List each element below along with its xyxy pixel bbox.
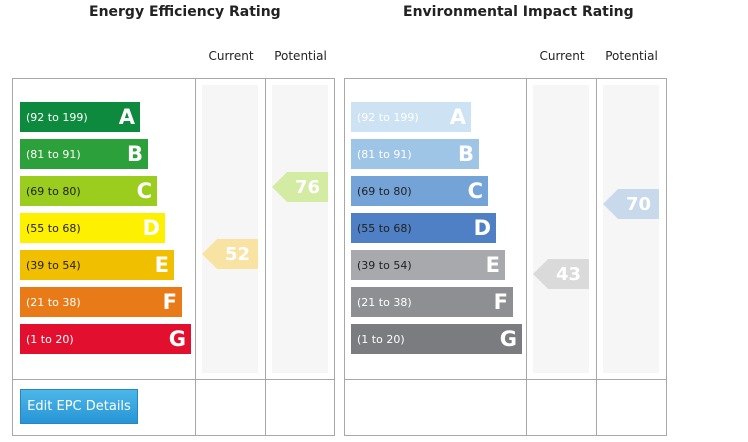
environmental-band-range: (55 to 68) bbox=[357, 221, 412, 235]
environmental-footer-divider bbox=[344, 379, 667, 380]
environmental-band-range: (21 to 38) bbox=[357, 295, 412, 309]
energy-band-e: (39 to 54) E bbox=[20, 250, 174, 280]
energy-band-g: (1 to 20) G bbox=[20, 324, 191, 354]
environmental-band-b: (81 to 91) B bbox=[351, 139, 479, 169]
environmental-current-track bbox=[533, 85, 589, 373]
energy-band-letter: B bbox=[126, 142, 143, 166]
environmental-potential-track bbox=[603, 85, 659, 373]
environmental-potential-header: Potential bbox=[605, 49, 658, 63]
energy-efficiency-title: Energy Efficiency Rating bbox=[89, 4, 281, 20]
energy-band-range: (55 to 68) bbox=[26, 221, 81, 235]
environmental-current-header: Current bbox=[539, 49, 585, 63]
energy-band-range: (81 to 91) bbox=[26, 147, 81, 161]
environmental-band-letter: D bbox=[473, 216, 491, 240]
environmental-band-c: (69 to 80) C bbox=[351, 176, 488, 206]
energy-band-range: (1 to 20) bbox=[26, 332, 74, 346]
energy-divider-2 bbox=[265, 78, 266, 436]
energy-band-range: (92 to 199) bbox=[26, 110, 88, 124]
environmental-band-letter: B bbox=[457, 142, 474, 166]
environmental-impact-title: Environmental Impact Rating bbox=[403, 4, 634, 20]
environmental-divider-1 bbox=[526, 78, 527, 436]
energy-band-c: (69 to 80) C bbox=[20, 176, 157, 206]
environmental-band-range: (39 to 54) bbox=[357, 258, 412, 272]
environmental-current-value: 43 bbox=[555, 263, 581, 285]
energy-band-letter: A bbox=[118, 105, 135, 129]
environmental-band-range: (69 to 80) bbox=[357, 184, 412, 198]
energy-current-track bbox=[202, 85, 258, 373]
environmental-band-range: (1 to 20) bbox=[357, 332, 405, 346]
environmental-band-a: (92 to 199) A bbox=[351, 102, 471, 132]
energy-band-a: (92 to 199) A bbox=[20, 102, 140, 132]
energy-band-d: (55 to 68) D bbox=[20, 213, 165, 243]
energy-potential-track bbox=[272, 85, 328, 373]
environmental-band-d: (55 to 68) D bbox=[351, 213, 496, 243]
energy-band-letter: E bbox=[154, 253, 169, 277]
environmental-band-e: (39 to 54) E bbox=[351, 250, 505, 280]
environmental-band-range: (92 to 199) bbox=[357, 110, 419, 124]
energy-band-f: (21 to 38) F bbox=[20, 287, 182, 317]
energy-current-header: Current bbox=[208, 49, 254, 63]
environmental-band-letter: E bbox=[485, 253, 500, 277]
energy-potential-value: 76 bbox=[294, 176, 320, 198]
energy-band-range: (69 to 80) bbox=[26, 184, 81, 198]
energy-band-letter: C bbox=[136, 179, 152, 203]
environmental-band-letter: G bbox=[499, 327, 517, 351]
environmental-band-letter: C bbox=[467, 179, 483, 203]
environmental-band-letter: A bbox=[449, 105, 466, 129]
environmental-band-f: (21 to 38) F bbox=[351, 287, 513, 317]
edit-epc-details-button[interactable]: Edit EPC Details bbox=[20, 389, 138, 424]
energy-band-letter: D bbox=[142, 216, 160, 240]
energy-potential-header: Potential bbox=[274, 49, 327, 63]
energy-current-value: 52 bbox=[224, 243, 250, 265]
energy-band-b: (81 to 91) B bbox=[20, 139, 148, 169]
energy-divider-1 bbox=[195, 78, 196, 436]
environmental-band-letter: F bbox=[493, 290, 508, 314]
energy-band-range: (21 to 38) bbox=[26, 295, 81, 309]
environmental-band-g: (1 to 20) G bbox=[351, 324, 522, 354]
environmental-divider-2 bbox=[596, 78, 597, 436]
energy-band-letter: F bbox=[162, 290, 177, 314]
energy-footer-divider bbox=[12, 379, 335, 380]
energy-band-range: (39 to 54) bbox=[26, 258, 81, 272]
environmental-potential-value: 70 bbox=[625, 193, 651, 215]
environmental-band-range: (81 to 91) bbox=[357, 147, 412, 161]
energy-band-letter: G bbox=[168, 327, 186, 351]
